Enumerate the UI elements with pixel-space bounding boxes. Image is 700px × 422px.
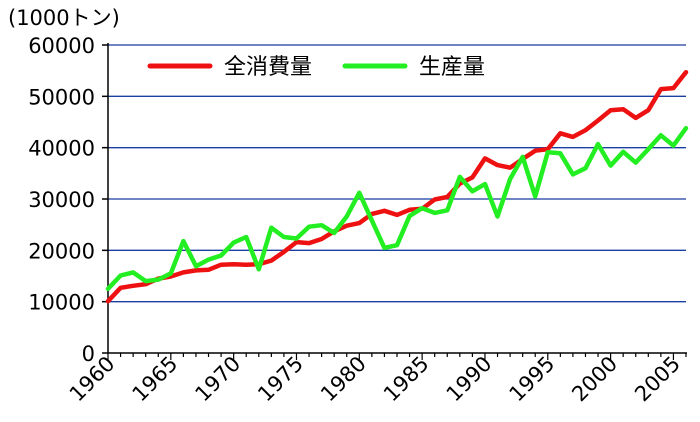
axes (102, 43, 687, 360)
grid-lines (108, 44, 686, 303)
y-axis-unit-label: (1000トン) (8, 6, 120, 30)
y-tick-label: 40000 (28, 137, 95, 161)
x-tick-label: 2005 (630, 352, 685, 407)
y-tick-label: 10000 (28, 291, 95, 315)
x-tick-label: 1965 (128, 352, 183, 407)
x-tick-label: 1970 (190, 352, 245, 407)
y-tick-labels: 0 10000 20000 30000 40000 50000 60000 (28, 34, 95, 366)
y-tick-label: 20000 (28, 239, 95, 263)
legend-label-0: 全消費量 (224, 55, 312, 80)
y-tick-label: 50000 (28, 85, 95, 109)
legend: 全消費量 生産量 (147, 55, 485, 80)
series-lines (105, 69, 689, 304)
series-line-0 (105, 69, 689, 304)
x-tick-label: 1995 (505, 352, 560, 407)
x-tick-label: 1990 (442, 352, 497, 407)
series-line-1 (105, 125, 689, 292)
x-tick-label: 1980 (316, 352, 371, 407)
x-tick-label: 1975 (253, 352, 308, 407)
y-tick-label: 30000 (28, 188, 95, 212)
x-tick-label: 1985 (379, 352, 434, 407)
x-tick-label: 2000 (567, 352, 622, 407)
x-tick-labels: 1960 1965 1970 1975 1980 1985 1990 1995 2000 2005 (65, 352, 685, 407)
legend-label-1: 生産量 (419, 55, 485, 80)
y-tick-label: 60000 (28, 34, 95, 58)
y-tick-label: 0 (82, 342, 95, 366)
